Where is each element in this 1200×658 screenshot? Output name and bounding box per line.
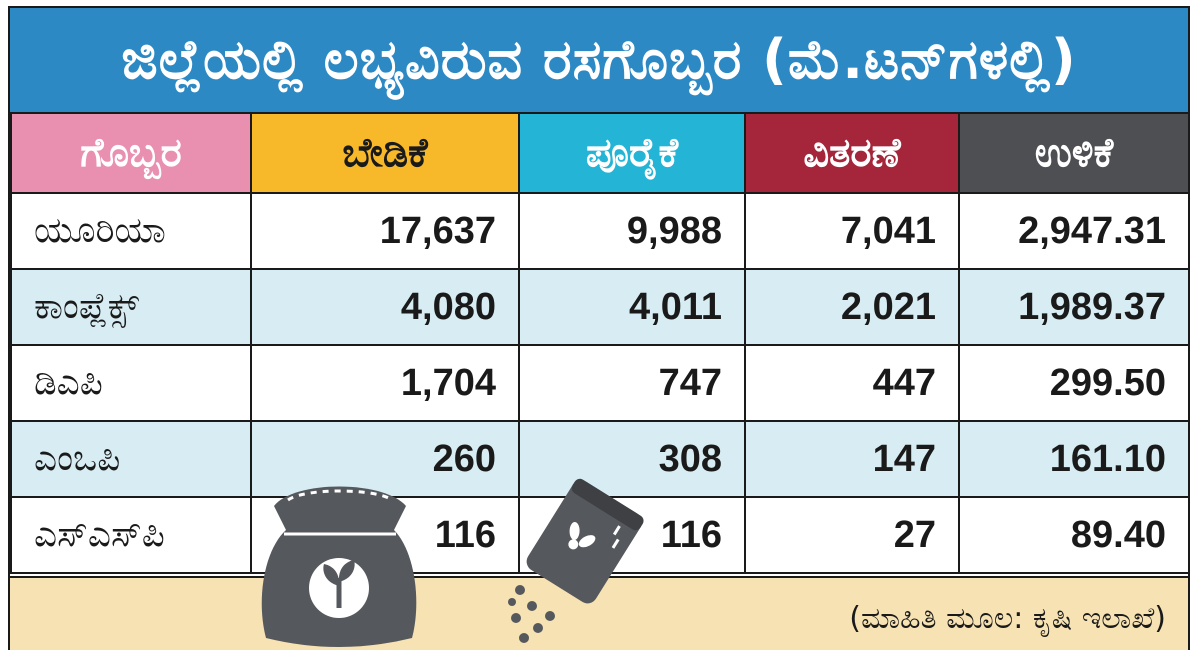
- cell-distribution: 27: [744, 496, 960, 574]
- cell-supply: 9,988: [518, 192, 746, 270]
- cell-supply: 747: [518, 344, 746, 422]
- table-row: ಎಂಒಪಿ 260 308 147 161.10: [10, 420, 1190, 498]
- header-balance: ಉಳಿಕೆ: [958, 112, 1190, 194]
- table-row: ಕಾಂಪ್ಲೆಕ್ಸ್ 4,080 4,011 2,021 1,989.37: [10, 268, 1190, 346]
- table-row: ಡಿಎಪಿ 1,704 747 447 299.50: [10, 344, 1190, 422]
- header-distribution: ವಿತರಣೆ: [744, 112, 960, 194]
- cell-demand: 260: [250, 420, 520, 498]
- cell-distribution: 2,021: [744, 268, 960, 346]
- header-demand: ಬೇಡಿಕೆ: [250, 112, 520, 194]
- fertilizer-shaker-icon: [508, 478, 644, 643]
- row-name: ಡಿಎಪಿ: [10, 344, 252, 422]
- row-name: ಕಾಂಪ್ಲೆಕ್ಸ್: [10, 268, 252, 346]
- cell-supply: 308: [518, 420, 746, 498]
- fertilizer-sack-icon: [261, 486, 417, 647]
- title-bar: ಜಿಲ್ಲೆಯಲ್ಲಿ ಲಭ್ಯವಿರುವ ರಸಗೊಬ್ಬರ (ಮೆ.ಟನ್‌ಗ…: [10, 8, 1188, 114]
- cell-balance: 1,989.37: [958, 268, 1190, 346]
- row-name: ಯೂರಿಯಾ: [10, 192, 252, 270]
- chart-title: ಜಿಲ್ಲೆಯಲ್ಲಿ ಲಭ್ಯವಿರುವ ರಸಗೊಬ್ಬರ (ಮೆ.ಟನ್‌ಗ…: [121, 28, 1077, 91]
- cell-distribution: 147: [744, 420, 960, 498]
- infographic-frame: ಜಿಲ್ಲೆಯಲ್ಲಿ ಲಭ್ಯವಿರುವ ರಸಗೊಬ್ಬರ (ಮೆ.ಟನ್‌ಗ…: [8, 6, 1190, 650]
- row-name: ಎಸ್‌ಎಸ್‌ಪಿ: [10, 496, 252, 574]
- cell-distribution: 7,041: [744, 192, 960, 270]
- cell-demand: 1,704: [250, 344, 520, 422]
- cell-distribution: 447: [744, 344, 960, 422]
- cell-demand: 17,637: [250, 192, 520, 270]
- cell-balance: 89.40: [958, 496, 1190, 574]
- table-row: ಯೂರಿಯಾ 17,637 9,988 7,041 2,947.31: [10, 192, 1190, 270]
- source-note: (ಮಾಹಿತಿ ಮೂಲ: ಕೃಷಿ ಇಲಾಖೆ): [849, 601, 1166, 636]
- header-fertilizer: ಗೊಬ್ಬರ: [10, 112, 252, 194]
- cell-supply: 4,011: [518, 268, 746, 346]
- header-supply: ಪೂರೈಕೆ: [518, 112, 746, 194]
- header-row: ಗೊಬ್ಬರ ಬೇಡಿಕೆ ಪೂರೈಕೆ ವಿತರಣೆ ಉಳಿಕೆ: [10, 112, 1190, 194]
- cell-balance: 2,947.31: [958, 192, 1190, 270]
- cell-balance: 161.10: [958, 420, 1190, 498]
- cell-balance: 299.50: [958, 344, 1190, 422]
- row-name: ಎಂಒಪಿ: [10, 420, 252, 498]
- cell-demand: 4,080: [250, 268, 520, 346]
